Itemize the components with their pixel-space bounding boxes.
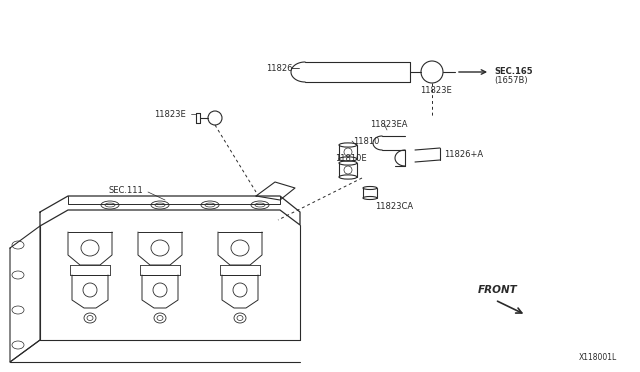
Text: 11826: 11826 xyxy=(266,64,292,73)
Text: FRONT: FRONT xyxy=(478,285,518,295)
Text: (1657B): (1657B) xyxy=(494,76,527,85)
Text: 11823E: 11823E xyxy=(420,86,452,95)
Text: SEC.165: SEC.165 xyxy=(494,67,532,76)
Text: 11823CA: 11823CA xyxy=(375,202,413,211)
Text: SEC.111: SEC.111 xyxy=(108,186,143,195)
Text: X118001L: X118001L xyxy=(579,353,617,362)
Text: 11810: 11810 xyxy=(353,137,380,145)
Text: 11826+A: 11826+A xyxy=(444,150,483,158)
Text: 11823E: 11823E xyxy=(154,109,186,119)
Text: 11810E: 11810E xyxy=(335,154,367,163)
Text: 11823EA: 11823EA xyxy=(370,119,408,128)
